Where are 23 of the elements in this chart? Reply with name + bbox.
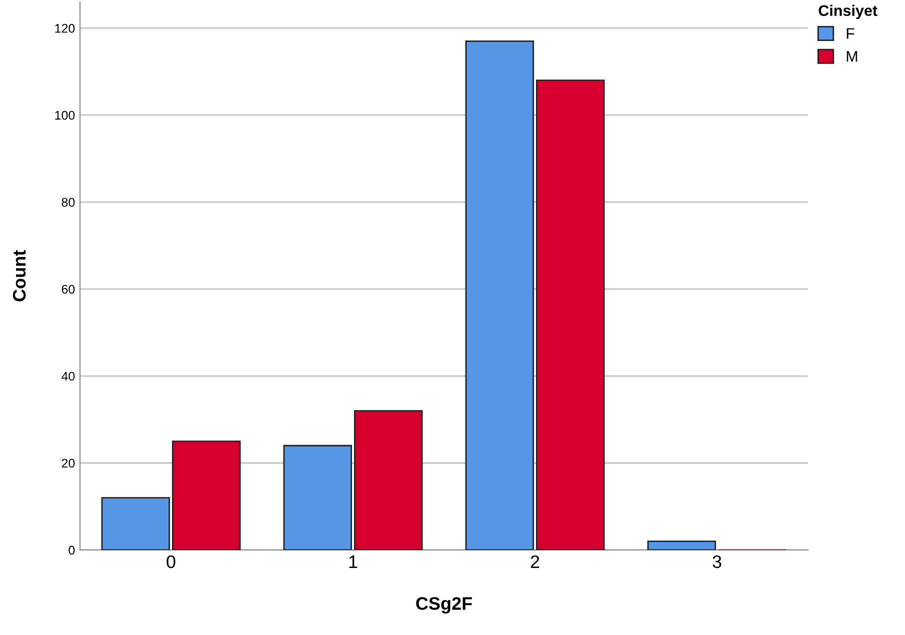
- y-tick-label: 120: [55, 24, 75, 33]
- y-tick-label: 80: [62, 198, 75, 207]
- bar: [465, 40, 534, 550]
- bar: [101, 497, 170, 550]
- x-tick-label: 3: [712, 555, 722, 568]
- x-tick-label: 0: [166, 555, 176, 568]
- legend-label: M: [846, 51, 858, 62]
- legend-title: Cinsiyet: [818, 4, 878, 20]
- bar: [172, 440, 241, 550]
- x-tick-label: 1: [349, 556, 358, 568]
- y-tick-label: 20: [62, 458, 75, 468]
- x-tick-label: 2: [530, 555, 540, 568]
- bar: [354, 410, 423, 550]
- y-axis-title: Count: [12, 250, 26, 302]
- legend-label: F: [846, 28, 854, 39]
- y-tick-label: 40: [62, 372, 75, 381]
- bar: [283, 444, 352, 550]
- bar: [536, 80, 605, 550]
- x-axis-title: CSg2F: [416, 597, 472, 614]
- y-tick-label: 0: [68, 546, 75, 555]
- y-tick-label: 100: [55, 110, 75, 120]
- y-tick-label: 60: [62, 284, 75, 294]
- bar: [647, 540, 716, 550]
